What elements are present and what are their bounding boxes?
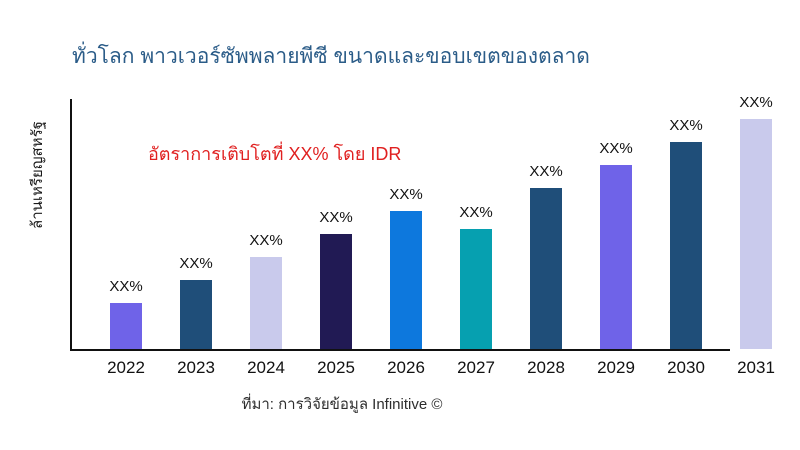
bar-2022 [110,303,142,349]
x-tick-2031: 2031 [737,358,775,377]
growth-rate-annotation: อัตราการเติบโตที่ XX% โดย IDR [148,144,402,164]
bar-2028 [530,188,562,349]
y-axis-line [70,99,72,351]
bar-value-label-2025: XX% [319,209,353,226]
x-tick-2030: 2030 [667,358,705,377]
x-tick-2022: 2022 [107,358,145,377]
bar-2026 [390,211,422,349]
bar-value-label-2027: XX% [459,204,493,221]
x-tick-2025: 2025 [317,358,355,377]
x-tick-2028: 2028 [527,358,565,377]
bar-2030 [670,142,702,349]
x-tick-2027: 2027 [457,358,495,377]
x-tick-2023: 2023 [177,358,215,377]
x-axis-line [70,349,730,351]
bar-2027 [460,229,492,349]
bar-value-label-2028: XX% [529,163,563,180]
bar-value-label-2031: XX% [739,94,773,111]
bar-value-label-2026: XX% [389,186,423,203]
bar-2025 [320,234,352,349]
bar-value-label-2023: XX% [179,255,213,272]
source-note: ที่มา: การวิจัยข้อมูล Infinitive © [241,396,443,413]
x-tick-2029: 2029 [597,358,635,377]
x-tick-2026: 2026 [387,358,425,377]
bar-value-label-2029: XX% [599,140,633,157]
bar-value-label-2022: XX% [109,278,143,295]
x-tick-2024: 2024 [247,358,285,377]
bar-2024 [250,257,282,349]
bar-value-label-2030: XX% [669,117,703,134]
bar-2029 [600,165,632,349]
bar-2023 [180,280,212,349]
y-axis-label: ล้านเหรียญสหรัฐ [29,121,46,229]
bar-2031 [740,119,772,349]
bar-value-label-2024: XX% [249,232,283,249]
chart-title: ทั่วโลก พาวเวอร์ซัพพลายพีซี ขนาดและขอบเข… [72,45,590,68]
plot-area: XX% XX% XX% XX% XX% XX% XX% XX% XX% XX% [70,94,776,351]
